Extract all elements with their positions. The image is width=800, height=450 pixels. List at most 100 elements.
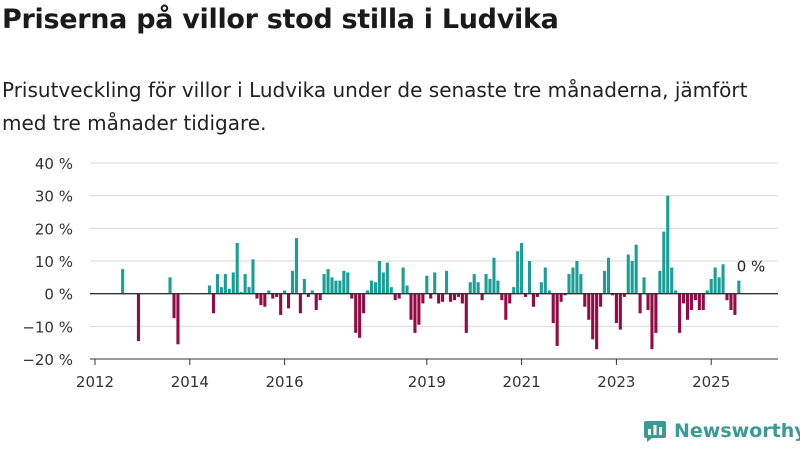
bar	[121, 269, 125, 294]
bar	[729, 293, 733, 310]
bar	[136, 293, 141, 342]
bar	[227, 288, 231, 294]
x-tick-label: 2016	[266, 373, 304, 391]
bar	[306, 293, 310, 297]
bar	[717, 277, 721, 294]
bar	[504, 293, 508, 320]
bar	[595, 293, 599, 350]
bar	[709, 278, 713, 294]
bar	[472, 274, 476, 294]
bar	[456, 293, 460, 297]
bar	[496, 280, 500, 294]
bar	[231, 272, 235, 294]
bar	[354, 293, 358, 333]
bar	[215, 274, 219, 294]
bar	[571, 267, 575, 294]
bar	[389, 287, 393, 294]
bar	[654, 293, 658, 333]
x-tick-label: 2019	[408, 373, 446, 391]
bar	[369, 280, 374, 294]
bar	[721, 264, 725, 294]
bar	[488, 278, 492, 294]
bar	[583, 293, 587, 307]
bar	[259, 293, 263, 306]
bar	[689, 293, 693, 310]
bar	[302, 278, 306, 294]
bar	[358, 293, 362, 338]
bar	[445, 270, 449, 294]
bar	[682, 293, 686, 304]
bar	[634, 244, 638, 294]
newsworthy-logo: Newsworthy	[643, 419, 800, 443]
bar	[377, 261, 381, 294]
bar	[409, 293, 413, 320]
y-tick-label: 30 %	[35, 188, 73, 206]
bar	[413, 293, 417, 333]
bar	[326, 269, 330, 294]
bar	[362, 293, 366, 314]
bar	[366, 290, 370, 294]
bar	[650, 293, 654, 350]
bar	[267, 290, 271, 294]
bar	[286, 293, 291, 309]
chart-subtitle: Prisutveckling för villor i Ludvika unde…	[2, 78, 748, 135]
bar	[275, 293, 279, 297]
bar	[373, 282, 378, 294]
bar	[579, 274, 583, 294]
bar	[441, 293, 445, 302]
bar	[330, 277, 334, 294]
bar	[385, 262, 389, 294]
bar	[626, 254, 630, 294]
bar	[551, 293, 555, 324]
bar	[603, 270, 607, 294]
last-value-label: 0 %	[737, 258, 766, 276]
brand-name: Newsworthy	[674, 420, 800, 442]
bar	[468, 282, 472, 294]
bar	[480, 293, 484, 301]
bar	[678, 293, 682, 333]
bar	[523, 293, 528, 297]
bar	[575, 261, 579, 294]
newsworthy-logo-icon	[644, 421, 666, 442]
bar	[693, 293, 697, 301]
bar	[618, 293, 622, 330]
bar	[591, 293, 595, 340]
bar	[725, 293, 729, 301]
bar	[638, 293, 642, 314]
bar	[484, 274, 488, 294]
bar	[283, 290, 287, 294]
bar	[697, 293, 701, 310]
chart-title: Priserna på villor stod stilla i Ludvika	[2, 4, 559, 35]
bar	[516, 251, 520, 294]
bar	[610, 293, 615, 296]
bar	[235, 243, 239, 294]
bar	[417, 293, 421, 325]
bar	[674, 290, 678, 294]
bar	[397, 293, 401, 299]
bar	[658, 270, 662, 294]
bar	[492, 257, 496, 294]
bar	[433, 272, 437, 294]
bar	[737, 280, 741, 294]
bar	[255, 293, 259, 299]
bar	[168, 277, 172, 294]
bar	[350, 293, 354, 299]
bar	[713, 267, 717, 294]
x-tick-label: 2023	[597, 373, 635, 391]
bar	[614, 293, 618, 324]
bar	[172, 293, 176, 319]
bar	[334, 280, 338, 294]
bar	[314, 293, 318, 310]
y-tick-label: 0 %	[44, 286, 73, 304]
bar	[294, 238, 298, 294]
bar	[393, 293, 397, 301]
bar	[298, 293, 302, 314]
bar	[733, 293, 737, 315]
x-tick-label: 2012	[76, 373, 114, 391]
bar	[346, 272, 350, 294]
bar	[429, 293, 433, 299]
x-tick-label: 2025	[692, 373, 730, 391]
bar	[685, 293, 690, 320]
bar	[508, 293, 512, 304]
bar	[421, 293, 425, 304]
